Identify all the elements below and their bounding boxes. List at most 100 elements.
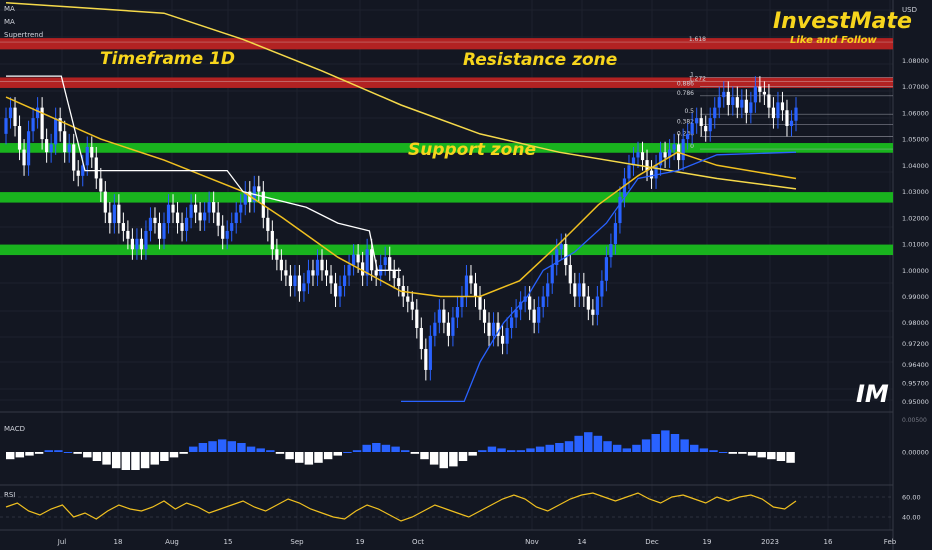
macd-histogram-bar: [73, 452, 82, 454]
candle-body: [564, 244, 568, 266]
support-band: [0, 244, 893, 256]
candle-body: [658, 152, 663, 166]
macd-histogram-bar: [458, 452, 468, 461]
candle-body: [243, 191, 247, 205]
macd-histogram-bar: [728, 452, 737, 454]
macd-histogram-bar: [275, 452, 285, 454]
candle-body: [424, 348, 428, 370]
price-tick-label: 1.05000: [902, 136, 929, 144]
candle-body: [234, 212, 238, 224]
macd-histogram-bar: [584, 432, 593, 452]
candle-body: [794, 107, 798, 121]
fib-level-label: 1.618: [689, 36, 706, 43]
price-tick-label: 1.04000: [902, 162, 929, 170]
candle-body: [221, 225, 225, 239]
macd-histogram-bar: [497, 448, 506, 452]
watermark-logo: IM: [856, 380, 889, 408]
candle-body: [67, 144, 71, 153]
candle-body: [99, 178, 103, 192]
candle-body: [613, 223, 618, 245]
price-axis[interactable]: 1.08000 1.07000 1.06000 1.05000 1.04000 1.030…: [902, 57, 929, 406]
candle-body: [415, 309, 419, 328]
macd-histogram-bar: [593, 435, 603, 452]
candle-body: [175, 212, 180, 224]
macd-histogram-bar: [304, 452, 314, 465]
candle-body: [85, 146, 89, 166]
candle-body: [166, 204, 171, 224]
candle-body: [216, 212, 220, 226]
candle-body: [668, 149, 672, 158]
legend-supertrend[interactable]: Supertrend: [4, 31, 43, 39]
candle-body: [266, 217, 270, 231]
macd-histogram-bar: [237, 443, 246, 452]
rsi-tick-label: 40.00: [902, 514, 921, 522]
candle-body: [383, 257, 387, 266]
candle-body: [17, 125, 22, 150]
candle-body: [550, 265, 554, 284]
candle-body: [491, 322, 496, 336]
candle-body: [595, 296, 599, 315]
candle-body: [365, 249, 369, 276]
ma-fast-line: [5, 1, 797, 190]
macd-histogram-bar: [632, 444, 641, 452]
candle-body: [573, 283, 577, 297]
candle-body: [568, 265, 572, 284]
candle-body: [58, 118, 62, 132]
macd-histogram-bar: [709, 450, 718, 452]
candle-body: [505, 327, 509, 344]
macd-histogram-bar: [160, 452, 169, 461]
candle-body: [13, 107, 17, 126]
candle-body: [744, 99, 748, 113]
fib-level-label: 1: [690, 71, 694, 78]
candle-body: [103, 191, 107, 213]
legend-ma-1[interactable]: MA: [4, 5, 15, 13]
candle-body: [94, 157, 98, 179]
candle-body: [36, 107, 40, 119]
fib-level-label: 0.236: [677, 130, 694, 137]
price-tick-label: 0.97200: [902, 340, 929, 348]
macd-histogram-bar: [718, 452, 728, 453]
candle-body: [72, 144, 76, 171]
macd-histogram-bar: [131, 452, 140, 470]
candle-body: [212, 202, 216, 213]
candle-body: [654, 165, 658, 179]
candle-body: [645, 160, 649, 171]
candle-body: [582, 283, 586, 297]
candle-body: [600, 280, 604, 297]
support-annotation: Support zone: [408, 140, 536, 160]
price-tick-label: 1.07000: [902, 83, 929, 91]
time-tick-label: 15: [224, 538, 233, 546]
candle-body: [460, 296, 464, 307]
time-tick-label: Dec: [645, 538, 659, 546]
macd-histogram-bar: [603, 441, 612, 452]
macd-histogram-bar: [786, 452, 795, 463]
macd-histogram-bar: [767, 452, 776, 460]
time-axis[interactable]: Jul 18 Aug 15 Sep 19 Oct Nov 14 Dec 19 2023 16 Feb: [57, 538, 897, 546]
candle-body: [324, 270, 329, 276]
macd-label: MACD: [4, 425, 25, 433]
macd-histogram-bar: [410, 452, 420, 454]
macd-histogram-bar: [15, 452, 25, 458]
macd-tick-label: 0.00500: [902, 417, 927, 424]
macd-histogram-bar: [198, 443, 208, 452]
macd-histogram-bar: [680, 439, 689, 452]
macd-histogram-bar: [372, 443, 381, 452]
time-tick-label: 14: [578, 538, 587, 546]
candle-body: [40, 107, 44, 140]
price-tick-label: 1.02000: [902, 214, 929, 222]
candle-body: [347, 265, 351, 276]
candle-body: [451, 317, 455, 336]
macd-histogram-bar: [391, 446, 400, 452]
legend-ma-2[interactable]: MA: [4, 18, 15, 26]
candle-body: [108, 212, 112, 224]
resistance-band: [0, 77, 893, 88]
macd-histogram-bar: [34, 452, 44, 454]
candle-body: [203, 212, 207, 221]
macd-histogram-bar: [420, 452, 429, 460]
macd-histogram-bar: [535, 446, 545, 452]
zone-bands: [0, 38, 893, 256]
candle-body: [279, 259, 283, 271]
brand-subtitle: Like and Follow: [790, 35, 878, 46]
price-tick-label: 0.98000: [902, 319, 929, 327]
